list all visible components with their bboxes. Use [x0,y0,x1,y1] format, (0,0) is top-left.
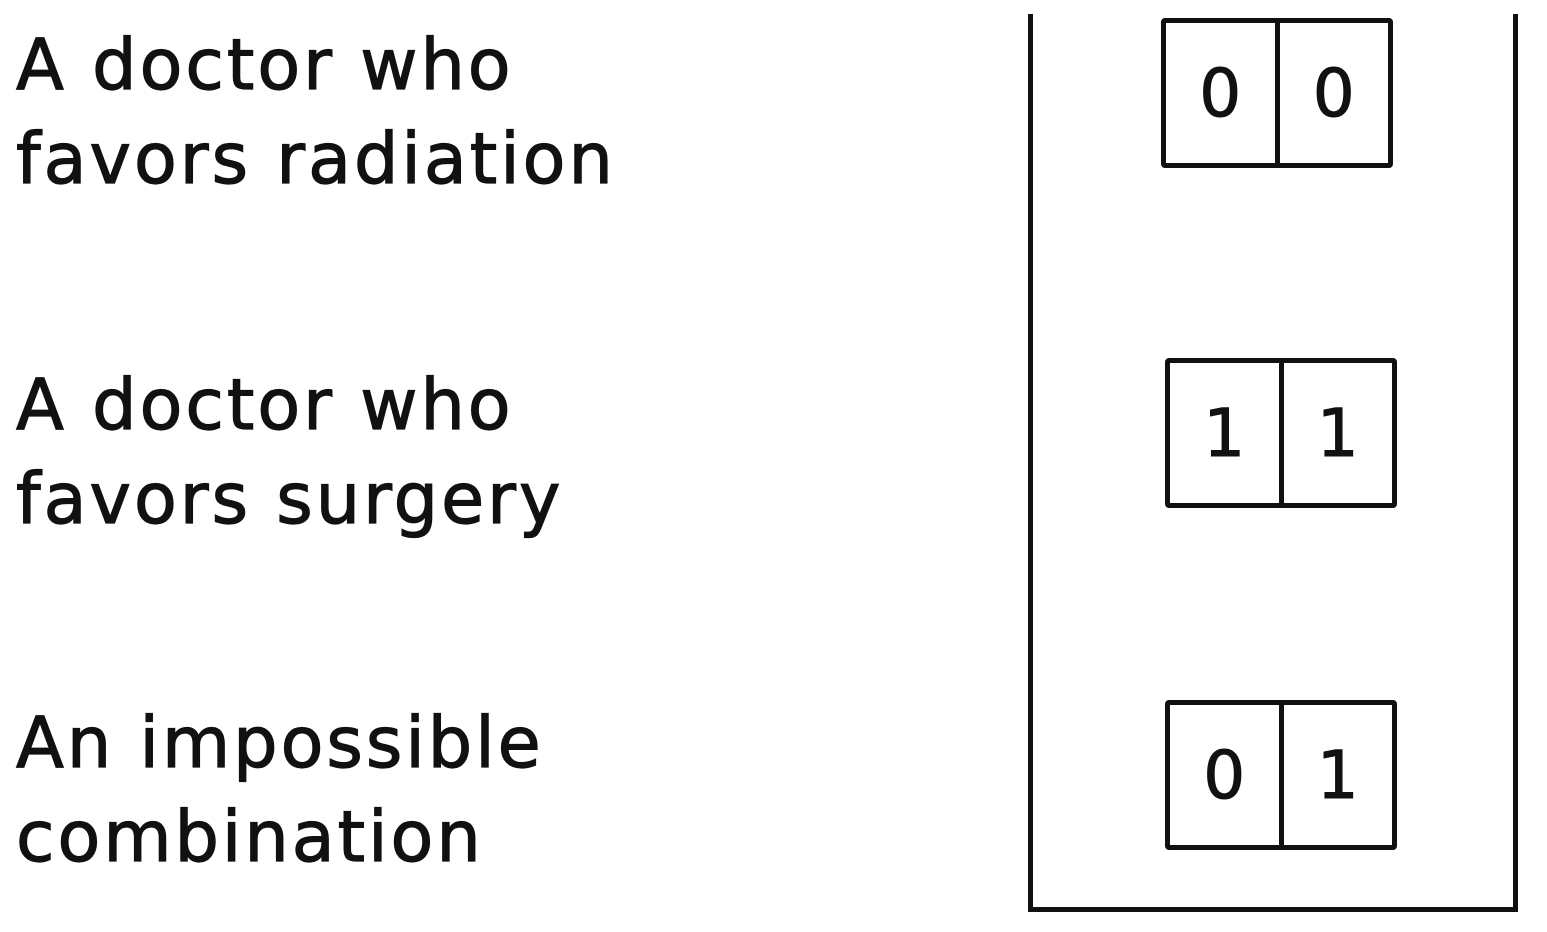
bit-cell: 1 [1278,705,1393,845]
bit-pair-radiation: 0 0 [1161,18,1393,168]
bit-pair-impossible: 0 1 [1165,700,1397,850]
bit-cell: 0 [1199,54,1242,132]
label-line: favors surgery [15,457,564,540]
label-line: A doctor who [15,23,514,106]
bit-cell: 0 [1274,23,1389,163]
label-line: combination [15,795,484,878]
row-label-impossible: An impossible combination [15,696,544,884]
label-line: A doctor who [15,363,514,446]
row-label-radiation: A doctor who favors radiation [15,18,616,206]
bit-cell: 1 [1278,363,1393,503]
bit-cell: 0 [1203,736,1246,814]
bit-container: 0 0 1 1 0 1 [1028,14,1518,912]
row-label-surgery: A doctor who favors surgery [15,358,564,546]
bit-pair-surgery: 1 1 [1165,358,1397,508]
label-line: favors radiation [15,117,616,200]
bit-cell: 1 [1203,394,1246,472]
label-line: An impossible [15,701,544,784]
